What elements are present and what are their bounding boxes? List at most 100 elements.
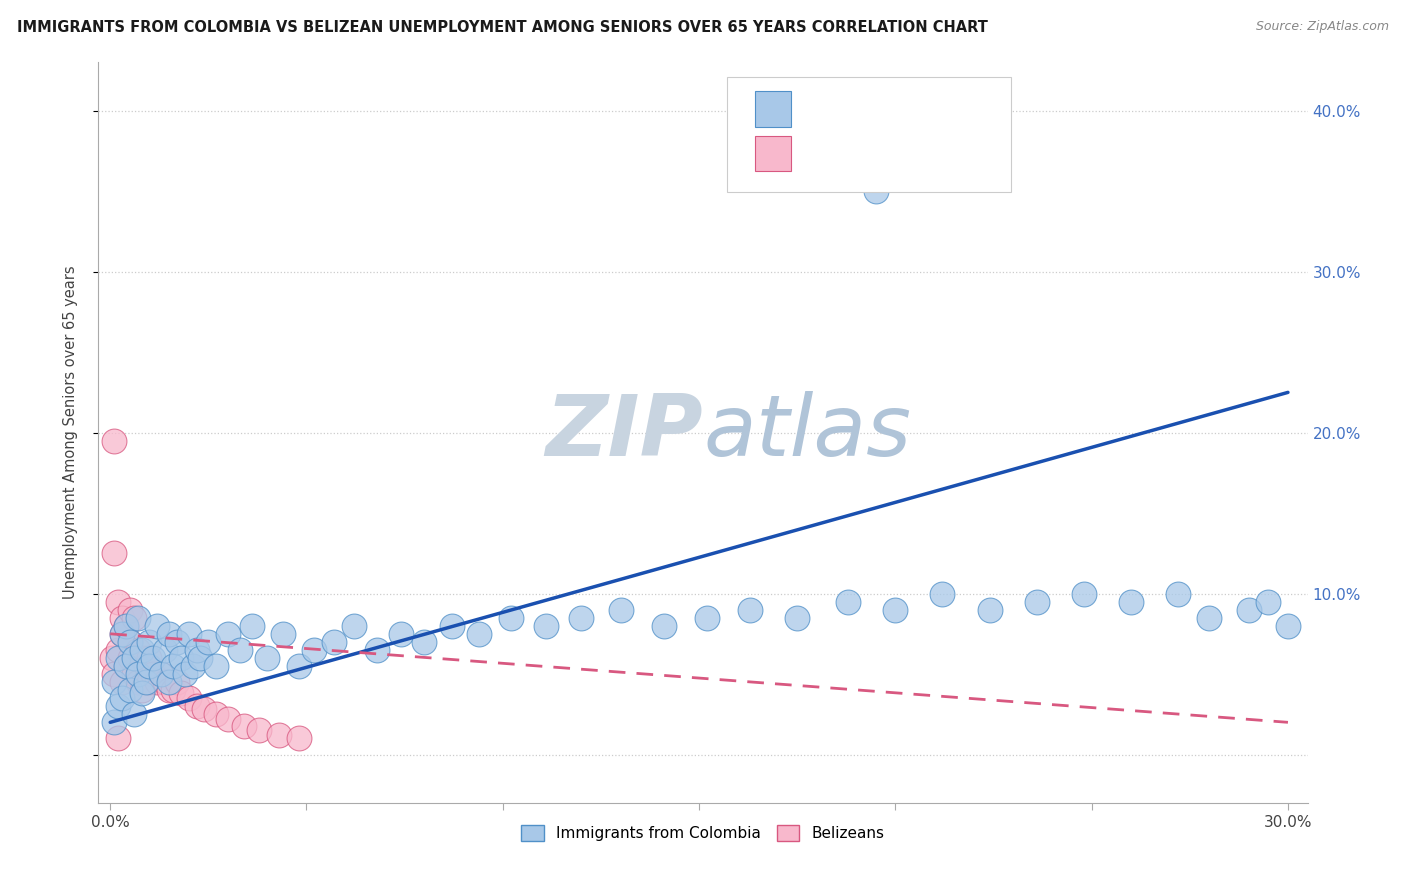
Legend: Immigrants from Colombia, Belizeans: Immigrants from Colombia, Belizeans — [515, 819, 891, 847]
Point — [107, 699, 129, 714]
Point — [131, 686, 153, 700]
Point — [115, 619, 138, 633]
Point — [232, 718, 254, 732]
Point — [166, 675, 188, 690]
Point — [1257, 594, 1279, 608]
Point — [366, 643, 388, 657]
Point — [103, 434, 125, 448]
Point — [138, 675, 160, 690]
Point — [118, 635, 141, 649]
Bar — [755, 136, 792, 171]
Point — [101, 651, 124, 665]
Point — [1167, 586, 1189, 600]
Point — [118, 602, 141, 616]
Point — [122, 667, 145, 681]
Point — [131, 683, 153, 698]
Point — [1119, 594, 1142, 608]
Text: Source: ZipAtlas.com: Source: ZipAtlas.com — [1256, 20, 1389, 33]
Point — [150, 667, 173, 681]
Point — [135, 675, 157, 690]
Point — [1237, 602, 1260, 616]
Point — [177, 627, 200, 641]
Text: N =: N = — [908, 102, 952, 117]
Point — [131, 651, 153, 665]
Point — [153, 675, 176, 690]
Point — [1073, 586, 1095, 600]
Point — [138, 651, 160, 665]
Point — [389, 627, 412, 641]
Point — [138, 635, 160, 649]
Point — [499, 610, 522, 624]
Point — [107, 731, 129, 746]
Point — [153, 643, 176, 657]
Text: atlas: atlas — [703, 391, 911, 475]
Point — [240, 619, 263, 633]
Point — [157, 627, 180, 641]
Point — [162, 659, 184, 673]
Point — [131, 643, 153, 657]
Point — [884, 602, 907, 616]
Point — [865, 184, 887, 198]
Point — [287, 731, 309, 746]
Point — [569, 610, 592, 624]
Point — [786, 610, 808, 624]
Point — [534, 619, 557, 633]
Point — [118, 651, 141, 665]
Point — [170, 686, 193, 700]
Point — [186, 699, 208, 714]
Text: ZIP: ZIP — [546, 391, 703, 475]
Point — [217, 712, 239, 726]
Text: -0.034: -0.034 — [852, 145, 911, 162]
Point — [135, 659, 157, 673]
Text: 0.632: 0.632 — [852, 100, 910, 118]
Point — [111, 627, 134, 641]
Point — [118, 683, 141, 698]
Point — [142, 667, 165, 681]
FancyBboxPatch shape — [727, 78, 1011, 192]
Point — [138, 659, 160, 673]
Point — [107, 651, 129, 665]
Point — [127, 667, 149, 681]
Text: IMMIGRANTS FROM COLOMBIA VS BELIZEAN UNEMPLOYMENT AMONG SENIORS OVER 65 YEARS CO: IMMIGRANTS FROM COLOMBIA VS BELIZEAN UNE… — [17, 20, 988, 35]
Point — [229, 643, 252, 657]
Bar — [755, 91, 792, 127]
Point — [107, 594, 129, 608]
Point — [127, 610, 149, 624]
Point — [166, 635, 188, 649]
Point — [127, 675, 149, 690]
Point — [1025, 594, 1047, 608]
Point — [103, 667, 125, 681]
Point — [197, 635, 219, 649]
Point — [267, 728, 290, 742]
Point — [837, 594, 859, 608]
Point — [205, 707, 228, 722]
Point — [111, 610, 134, 624]
Point — [740, 602, 762, 616]
Point — [304, 643, 326, 657]
Point — [173, 667, 195, 681]
Point — [150, 667, 173, 681]
Text: N =: N = — [908, 146, 952, 161]
Point — [271, 627, 294, 641]
Point — [115, 619, 138, 633]
Point — [118, 635, 141, 649]
Point — [115, 659, 138, 673]
Point — [247, 723, 270, 738]
Point — [205, 659, 228, 673]
Point — [1277, 619, 1299, 633]
Point — [170, 651, 193, 665]
Point — [181, 659, 204, 673]
Point — [217, 627, 239, 641]
Text: R =: R = — [806, 102, 839, 117]
Text: R =: R = — [806, 146, 839, 161]
Point — [256, 651, 278, 665]
Point — [111, 691, 134, 706]
Point — [193, 702, 215, 716]
Text: 70: 70 — [969, 100, 994, 118]
Point — [146, 675, 169, 690]
Point — [122, 651, 145, 665]
Point — [609, 602, 631, 616]
Point — [107, 643, 129, 657]
Point — [111, 627, 134, 641]
Point — [190, 651, 212, 665]
